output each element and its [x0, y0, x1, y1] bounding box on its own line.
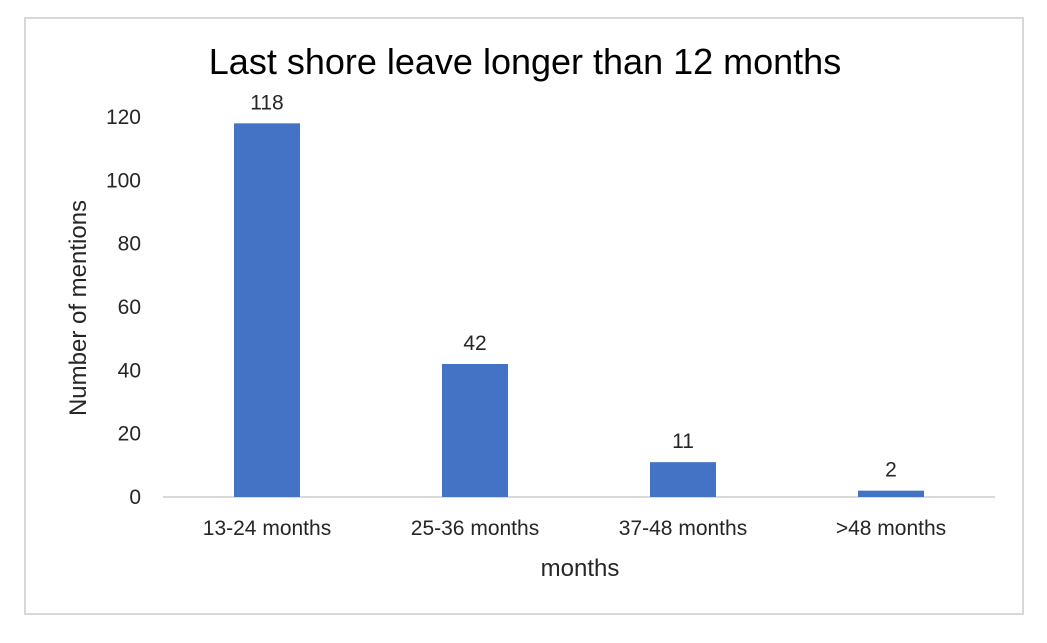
y-tick-label: 120 [106, 106, 141, 129]
x-axis-title: months [541, 555, 620, 582]
x-tick-label: 13-24 months [203, 517, 331, 540]
bars [234, 123, 924, 497]
y-tick-labels: 0 20 40 60 80 100 120 [106, 106, 141, 509]
y-tick-label: 40 [118, 359, 141, 382]
y-tick-label: 80 [118, 233, 141, 256]
bar [650, 462, 716, 497]
y-axis-title: Number of mentions [65, 200, 92, 416]
y-tick-label: 20 [118, 423, 141, 446]
x-tick-label: >48 months [836, 517, 946, 540]
x-tick-label: 37-48 months [619, 517, 747, 540]
x-tick-label: 25-36 months [411, 517, 539, 540]
y-tick-label: 0 [129, 486, 141, 509]
bar [858, 490, 924, 497]
data-label: 118 [250, 91, 283, 114]
data-label: 2 [885, 459, 897, 482]
bar [234, 123, 300, 497]
y-tick-label: 60 [118, 296, 141, 319]
chart-frame [24, 17, 1024, 615]
y-tick-label: 100 [106, 169, 141, 192]
data-labels: 118 42 11 2 [250, 91, 897, 481]
data-label: 11 [672, 430, 694, 453]
chart-title: Last shore leave longer than 12 months [209, 41, 841, 82]
data-label: 42 [463, 332, 486, 355]
x-tick-labels: 13-24 months 25-36 months 37-48 months >48 … [203, 517, 946, 540]
bar [442, 364, 508, 497]
